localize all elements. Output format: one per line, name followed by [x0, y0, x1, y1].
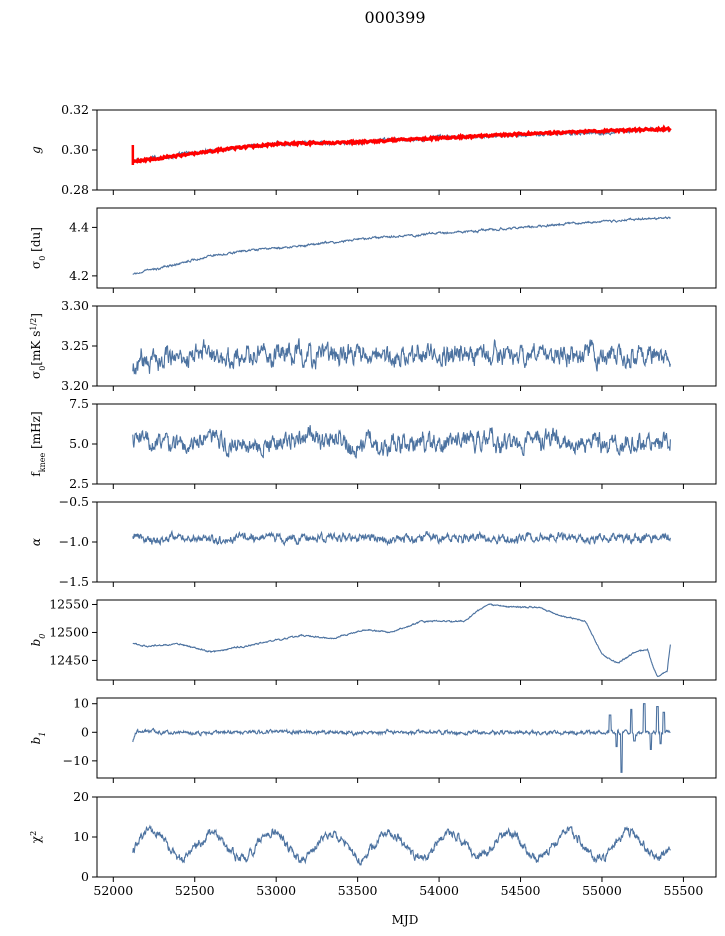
y-tick-label-chi2: 10 [73, 829, 89, 844]
panels-group: 0.28 0.30 0.32 g 4.2 4.4 σ0 [du] 3.20 3.25 3.30 σ0… [29, 102, 717, 898]
series-line-fknee [132, 425, 671, 459]
series-line-chi2 [132, 824, 671, 867]
series-line-b0 [132, 603, 671, 678]
x-axis-label: MJD [392, 913, 419, 927]
y-tick-label-b0: 12500 [49, 624, 89, 639]
panel-frame-sigma0_mks [96, 305, 717, 387]
series-line-b1 [132, 703, 671, 773]
y-tick-label-b1: 0 [81, 724, 89, 739]
panel-frame-b0 [96, 599, 717, 681]
y-tick-label-g: 0.28 [61, 182, 89, 197]
series-line-g [132, 126, 671, 163]
y-tick-label-sigma0_mks: 3.30 [61, 298, 89, 313]
x-tick-label: 55000 [582, 883, 622, 898]
panel-frame-g [96, 109, 717, 191]
panel-sigma0_mks: 3.20 3.25 3.30 σ0[mK s1/2] [29, 298, 717, 393]
x-tick-label: 53500 [338, 883, 378, 898]
y-axis-label-alpha: α [29, 538, 43, 546]
y-axis-label-fknee: fknee [mHz] [29, 411, 47, 476]
panel-frame-sigma0_du [96, 207, 717, 289]
y-tick-label-alpha: −1.0 [59, 534, 89, 549]
y-tick-label-fknee: 2.5 [69, 476, 89, 491]
y-tick-label-sigma0_du: 4.2 [69, 268, 89, 283]
y-tick-label-sigma0_du: 4.4 [69, 219, 89, 234]
y-axis-label-b0: b0 [29, 634, 47, 647]
y-axis-label-sigma0_mks: σ0[mK s1/2] [29, 313, 47, 379]
y-tick-label-b0: 12450 [49, 652, 89, 667]
panel-frame-b1 [96, 697, 717, 779]
y-tick-label-b0: 12550 [49, 596, 89, 611]
x-tick-label: 55500 [664, 883, 704, 898]
y-tick-label-alpha: −0.5 [59, 494, 89, 509]
y-tick-label-g: 0.32 [61, 102, 89, 117]
panel-fknee: 2.5 5.0 7.5 fknee [mHz] [29, 396, 717, 491]
x-tick-label: 54000 [419, 883, 459, 898]
x-tick-label: 53000 [256, 883, 296, 898]
y-axis-label-b1: b1 [29, 732, 47, 745]
x-tick-label: 52000 [93, 883, 133, 898]
x-tick-label: 52500 [175, 883, 215, 898]
x-tick-label: 54500 [501, 883, 541, 898]
panel-frame-fknee [96, 403, 717, 485]
y-tick-label-chi2: 20 [73, 789, 89, 804]
figure-title: 000399 [364, 8, 425, 27]
panel-g: 0.28 0.30 0.32 g [29, 102, 717, 197]
series-line-sigma0_du [132, 216, 671, 275]
panel-b1: −10 0 10 b1 [29, 696, 717, 783]
y-tick-label-b1: 10 [73, 696, 89, 711]
series-line-sigma0_mks [132, 338, 671, 375]
panel-frame-chi2 [96, 796, 717, 878]
y-tick-label-b1: −10 [63, 753, 89, 768]
panel-b0: 12450 12500 12550 b0 [29, 596, 717, 685]
overlay-line-g [132, 124, 672, 164]
y-axis-label-chi2: χ2 [29, 831, 44, 843]
panel-sigma0_du: 4.2 4.4 σ0 [du] [29, 207, 717, 293]
y-tick-label-sigma0_mks: 3.25 [61, 338, 89, 353]
y-axis-label-g: g [29, 146, 43, 154]
panel-alpha: −1.5 −1.0 −0.5 α [29, 494, 717, 589]
y-tick-label-fknee: 7.5 [69, 396, 89, 411]
y-tick-label-chi2: 0 [81, 869, 89, 884]
y-tick-label-sigma0_mks: 3.20 [61, 378, 89, 393]
y-tick-label-alpha: −1.5 [59, 574, 89, 589]
series-line-alpha [132, 529, 671, 547]
panel-chi2: 0 10 20 52000 52500 53000 53500 54000 54500 55000… [29, 789, 717, 898]
y-tick-label-fknee: 5.0 [69, 436, 89, 451]
y-axis-label-sigma0_du: σ0 [du] [29, 227, 47, 269]
y-tick-label-g: 0.30 [61, 142, 89, 157]
